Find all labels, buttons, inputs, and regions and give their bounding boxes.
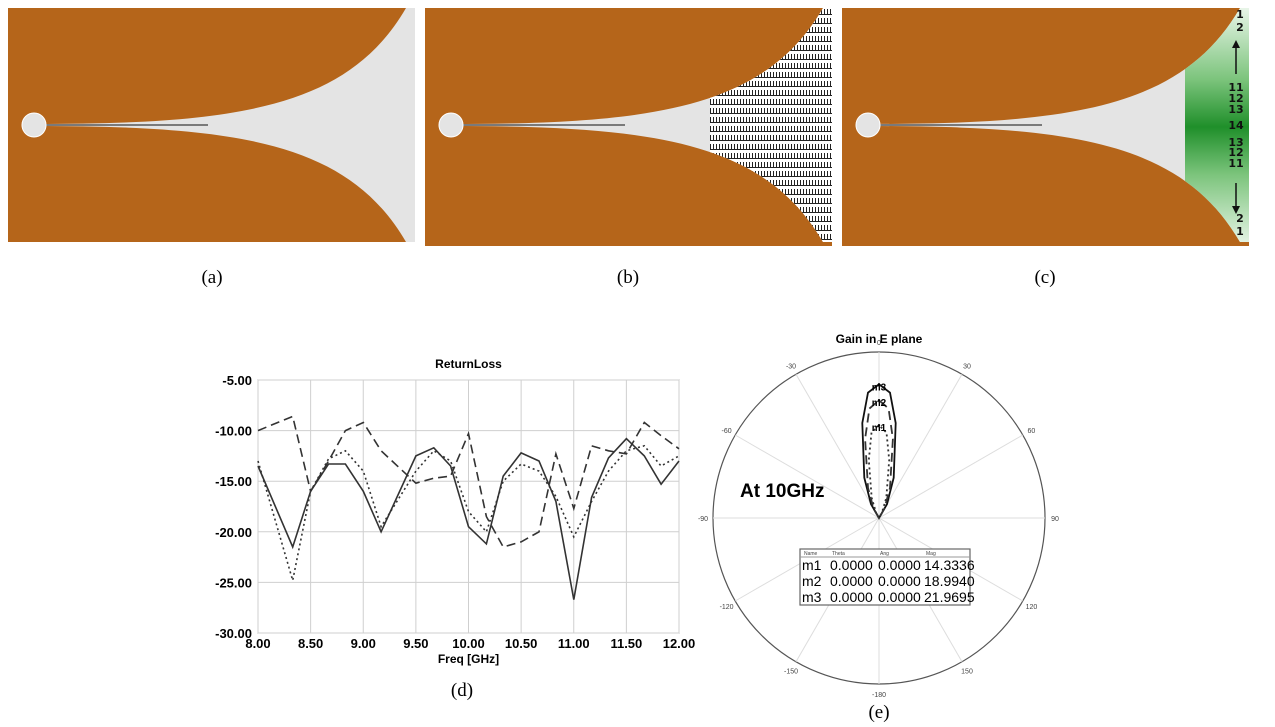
table-cell: 0.0000 [830,557,873,573]
table-cell: 0.0000 [830,573,873,589]
antenna-c [842,8,1249,246]
y-tick-label: -15.00 [215,474,252,489]
angle-tick-label: -120 [720,604,734,611]
antenna-a [8,8,415,242]
angle-tick-label: -30 [786,364,796,371]
angle-tick-label: -150 [784,668,798,675]
table-cell: 14.3336 [924,557,975,573]
table-cell: m1 [802,557,822,573]
annotation: At 10GHz [740,481,824,502]
antenna-b [425,8,832,246]
x-tick-label: 12.00 [663,636,696,651]
x-tick-label: 9.50 [403,636,428,651]
caption: (b) [617,267,639,288]
x-tick-label: 11.00 [558,636,590,651]
marker-label: m2 [872,398,887,409]
caption: (d) [451,680,473,701]
x-tick-label: 8.50 [298,636,323,651]
angle-tick-label: 90 [1051,516,1059,523]
angle-tick-label: 0 [877,340,881,347]
table-cell: m3 [802,589,822,605]
layer-label: 11 [1228,157,1243,170]
page: {"captions": ["(a)", "(b)", "(c)", "(d)"… [0,0,1275,727]
table-cell: 18.9940 [924,573,975,589]
table-cell: m2 [802,573,822,589]
y-tick-label: -25.00 [215,575,252,590]
table-cell: 0.0000 [878,573,921,589]
x-tick-label: 8.00 [245,636,270,651]
marker-label: m3 [872,382,887,393]
grid-line [879,435,1023,518]
figure: 1 2 11 12 13 14 13 12 11 2 1 (a) (b) (c)… [0,0,1275,727]
marker-label: m1 [872,423,887,434]
y-tick-label: -10.00 [215,424,252,439]
grid-line [735,435,879,518]
table-cell: 0.0000 [830,589,873,605]
angle-tick-label: 30 [963,364,971,371]
angle-tick-label: 150 [961,668,973,675]
layer-label: 1 [1236,225,1244,238]
angle-tick-label: -60 [722,428,732,435]
table-cell: 0.0000 [878,589,921,605]
angle-tick-label: 60 [1028,428,1036,435]
caption: (c) [1034,267,1055,288]
x-tick-label: 11.50 [610,636,642,651]
table-cell: 21.9695 [924,589,975,605]
table-cell: 0.0000 [878,557,921,573]
caption: (e) [868,702,889,723]
x-tick-label: 10.50 [505,636,538,651]
x-tick-label: 9.00 [351,636,376,651]
layer-label: 1 [1236,8,1244,21]
caption: (a) [201,267,222,288]
layer-label: 14 [1228,119,1244,132]
angle-tick-label: 120 [1026,604,1038,611]
x-axis-label: Freq [GHz] [438,652,499,666]
layer-label: 2 [1236,21,1244,34]
layer-label: 13 [1228,103,1243,116]
y-tick-label: -5.00 [222,373,252,388]
x-tick-label: 10.00 [452,636,485,651]
angle-tick-label: -180 [872,692,886,699]
layer-label: 2 [1236,212,1244,225]
chart-title: ReturnLoss [435,357,502,371]
y-tick-label: -20.00 [215,525,252,540]
angle-tick-label: -90 [698,516,708,523]
